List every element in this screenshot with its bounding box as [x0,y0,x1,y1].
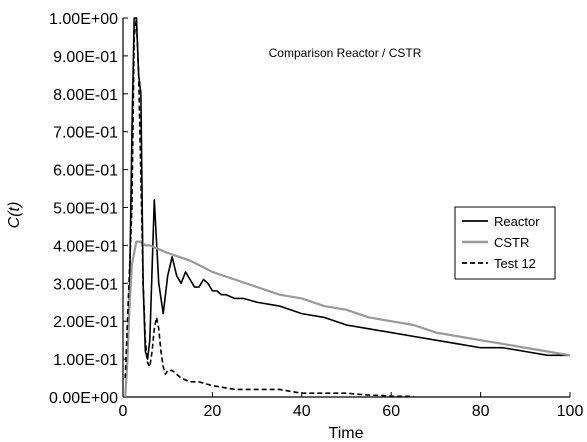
x-tick-label: 20 [204,403,222,420]
y-tick-label: 8.00E-01 [53,87,118,104]
y-tick-label: 1.00E+00 [49,11,118,28]
y-tick-label: 1.00E-01 [53,352,118,369]
axes: 0.00E+00 1.00E-01 2.00E-01 3.00E-01 4.00E-01… [49,11,583,420]
y-tick-label: 2.00E-01 [53,314,118,331]
series-line-test-12 [124,17,414,398]
legend: Reactor CSTR Test 12 [454,206,556,280]
legend-label-cstr: CSTR [494,235,529,250]
x-tick-label: 60 [382,403,400,420]
y-tick-label: 4.00E-01 [53,238,118,255]
x-tick-label: 100 [557,403,584,420]
y-tick-label: 5.00E-01 [53,201,118,218]
y-tick-label: 0.00E+00 [49,390,118,407]
y-tick-label: 7.00E-01 [53,125,118,142]
legend-items: Reactor CSTR Test 12 [462,214,540,271]
y-tick-label: 3.00E-01 [53,276,118,293]
legend-label-test-12: Test 12 [494,256,536,271]
x-axis-label: Time [329,425,364,442]
series-line-cstr [124,240,571,398]
series-layer [124,17,571,398]
y-tick-label: 9.00E-01 [53,49,118,66]
y-tick-label: 6.00E-01 [53,163,118,180]
x-tick-label: 0 [119,403,128,420]
x-tick-label: 80 [472,403,490,420]
y-axis-label: C(t) [6,202,23,229]
legend-label-reactor: Reactor [494,214,540,229]
x-tick-label: 40 [293,403,311,420]
chart-title: Comparison Reactor / CSTR [269,46,422,60]
